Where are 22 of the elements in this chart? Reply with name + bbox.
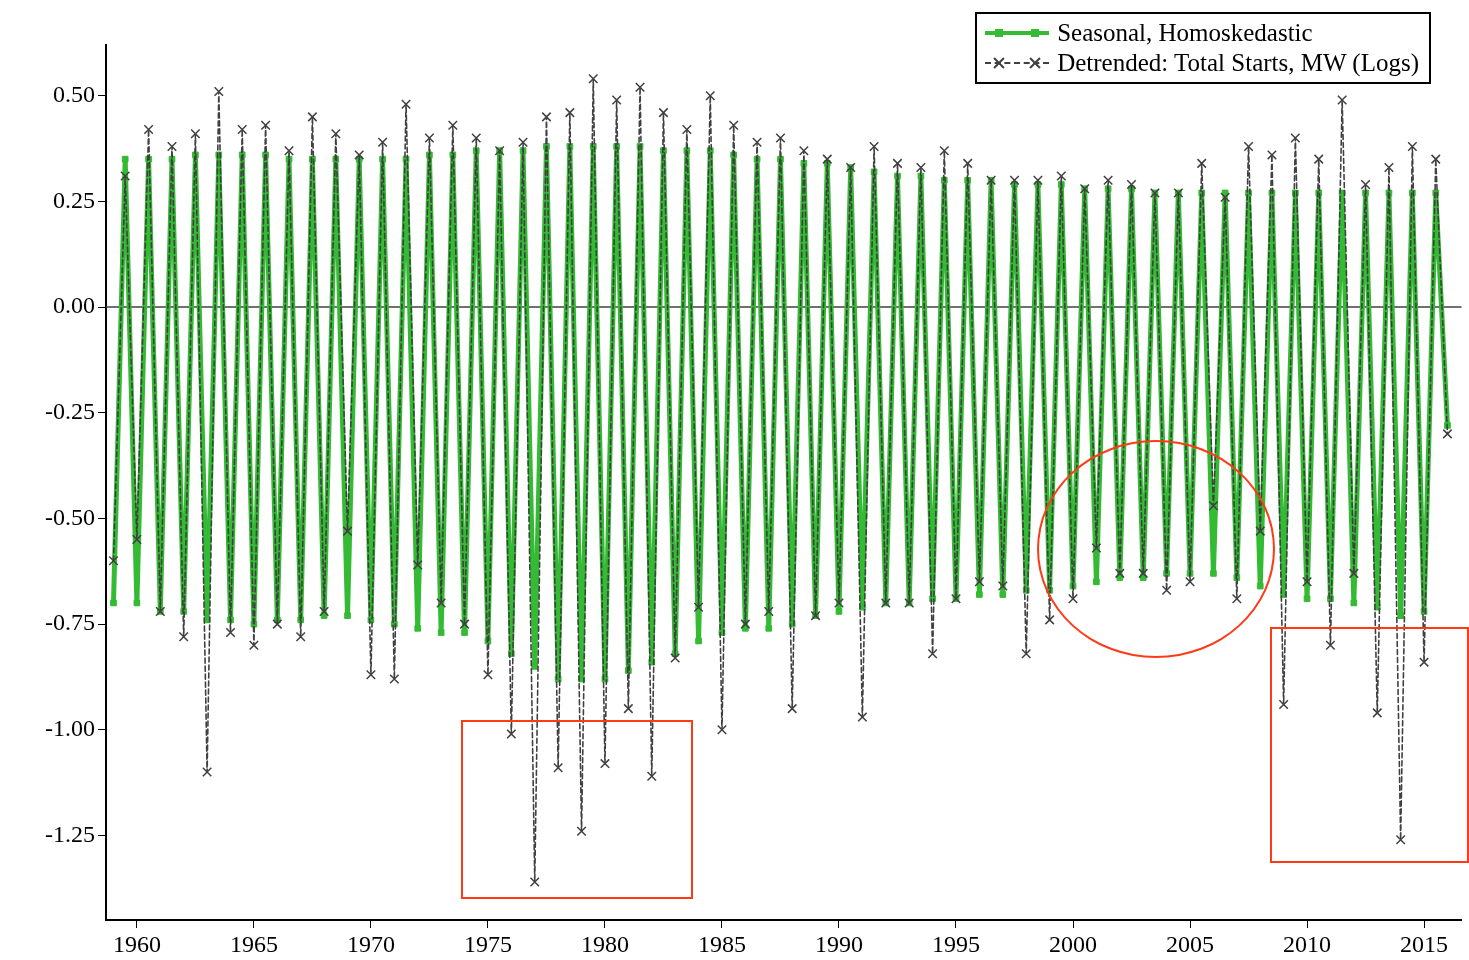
- y-tick-label: 0.50: [53, 81, 95, 108]
- legend-label: Seasonal, Homoskedastic: [1057, 18, 1313, 48]
- legend-label: Detrended: Total Starts, MW (Logs): [1057, 48, 1419, 78]
- x-tick-label: 2010: [1283, 930, 1332, 957]
- x-tick-label: 2005: [1166, 930, 1215, 957]
- y-tick-label: 0.00: [53, 292, 95, 319]
- x-tick-label: 2000: [1049, 930, 1098, 957]
- x-tick-label: 1980: [580, 930, 629, 957]
- x-tick-label: 1965: [229, 930, 278, 957]
- x-tick-label: 1975: [463, 930, 512, 957]
- x-tick-label: 1970: [346, 930, 395, 957]
- y-tick-label: -1.25: [45, 820, 95, 847]
- x-tick-label: 1995: [932, 930, 980, 957]
- y-tick-label: -0.50: [45, 503, 95, 530]
- x-tick-label: 2015: [1400, 930, 1449, 957]
- x-tick-label: 1990: [814, 930, 863, 957]
- x-tick-label: 1985: [697, 930, 746, 957]
- y-tick-label: 0.25: [53, 186, 95, 213]
- x-tick-label: 1960: [112, 930, 161, 957]
- y-tick-label: -0.75: [45, 609, 95, 636]
- y-tick-label: -0.25: [45, 398, 95, 425]
- y-tick-label: -1.00: [45, 715, 95, 742]
